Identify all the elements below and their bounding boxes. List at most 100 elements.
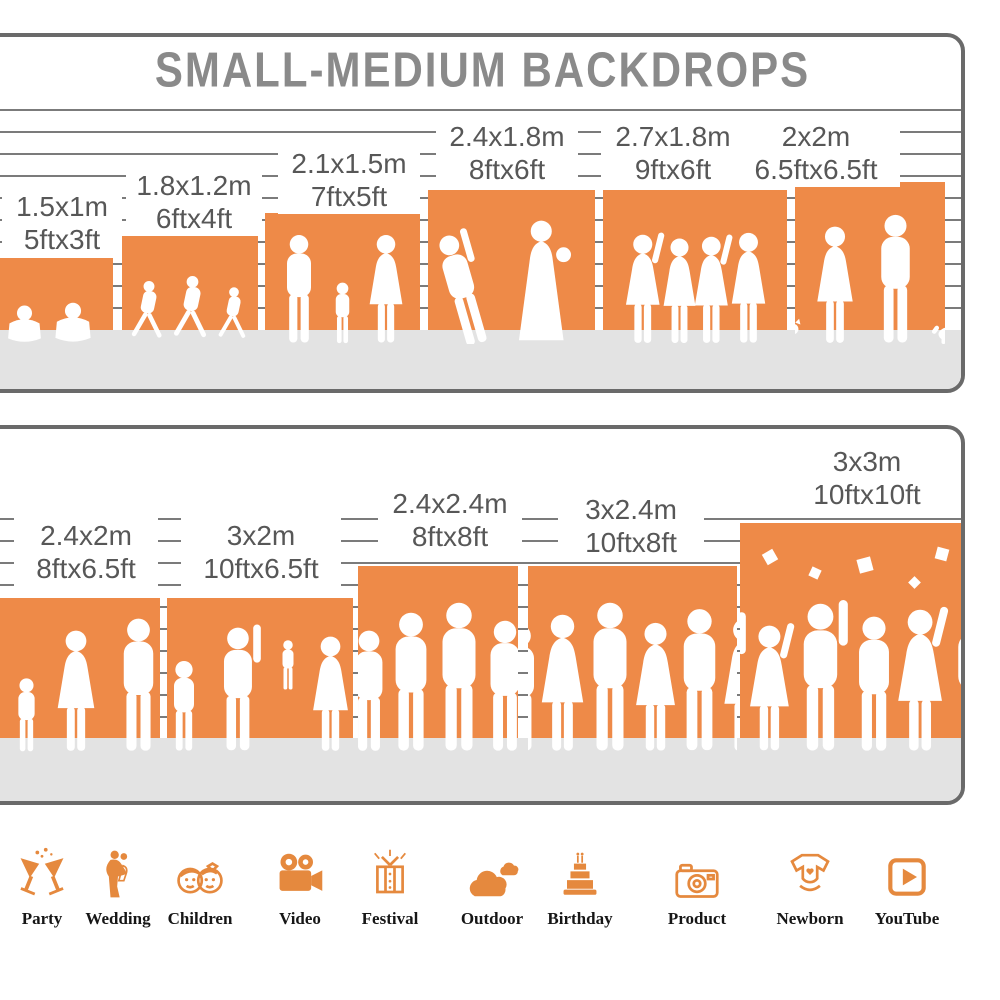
category-label: Video [279, 909, 321, 928]
size-imperial: 6ftx4ft [155, 203, 233, 234]
person-silhouette-dog [795, 318, 801, 334]
size-metric: 2.1x1.5m [291, 148, 407, 179]
video-icon [245, 842, 355, 902]
person-silhouette-woman-arm-up [625, 232, 664, 343]
person-silhouette-child [0, 692, 4, 752]
person-silhouette-woman [57, 630, 94, 751]
silhouette-group [0, 608, 160, 752]
category-label: Children [167, 909, 233, 928]
person-silhouette-child [17, 678, 35, 752]
person-silhouette-adult-arm-up [958, 638, 961, 685]
size-label: 2.1x1.5m 7ftx5ft [278, 146, 420, 214]
person-silhouette-dog [931, 325, 945, 344]
silhouette-group [795, 204, 945, 344]
category-item-children: Children [145, 842, 255, 929]
page-title: SMALL-MEDIUM BACKDROPS [154, 41, 811, 98]
size-imperial: 8ftx6.5ft [36, 553, 136, 584]
person-silhouette-adult [490, 620, 518, 751]
person-silhouette-adult [123, 618, 153, 751]
silhouette-group [428, 210, 595, 344]
size-metric: 1.5x1m [16, 191, 108, 222]
panel-medium-large-row: 2.4x2m 8ftx6.5ft 3x2m 10ftx6.5ft 2.4x2.4m 8ft… [0, 425, 965, 805]
category-label: Birthday [547, 909, 613, 928]
person-silhouette-woman-arm-up [750, 623, 795, 751]
size-imperial: 6.5ftx6.5ft [754, 154, 878, 185]
person-silhouette-sit-child [7, 305, 41, 342]
person-silhouette-adult [859, 616, 889, 751]
backdrop-block-couple-with-dogs [795, 182, 945, 330]
person-silhouette-adult [395, 612, 427, 751]
silhouette-group [122, 265, 258, 344]
size-metric: 3x2.4m [585, 494, 677, 525]
panel-small-medium-row: 1.5x1m 5ftx3ft 1.8x1.2m 6ftx4ft 2.1x1.5m 7ftx… [0, 33, 965, 393]
person-silhouette-woman [663, 238, 695, 343]
children-icon [145, 842, 255, 902]
category-item-festival: Festival [335, 842, 445, 929]
person-silhouette-adult [683, 609, 715, 751]
person-silhouette-woman [541, 614, 583, 751]
category-label: YouTube [874, 909, 940, 928]
outdoor-icon [437, 842, 547, 902]
silhouette-group [603, 222, 787, 344]
size-label: 2.4x1.8m 8ftx6ft [436, 119, 578, 187]
person-silhouette-adult-arm-up [439, 228, 487, 344]
person-silhouette-woman [817, 226, 853, 343]
category-label: Festival [361, 909, 419, 928]
size-imperial: 9ftx6ft [634, 154, 712, 185]
silhouette-group [0, 291, 113, 344]
person-silhouette-woman [313, 636, 348, 751]
person-silhouette-adult-arm-up [223, 624, 261, 751]
size-imperial: 5ftx3ft [23, 224, 101, 255]
ruled-line [0, 109, 961, 111]
size-label: 3x3m 10ftx10ft [788, 444, 946, 512]
person-silhouette-child [335, 282, 350, 344]
person-silhouette-child-run [173, 276, 206, 338]
category-item-party: Party [0, 842, 97, 929]
category-item-youtube: YouTube [852, 842, 962, 929]
person-silhouette-adult-arm-up [803, 600, 848, 751]
category-row: Party Wedding Children Video Festival Outdoor… [0, 842, 1000, 962]
person-silhouette-woman [635, 622, 675, 751]
category-item-video: Video [245, 842, 355, 929]
size-metric: 3x3m [832, 446, 902, 477]
size-imperial: 7ftx5ft [310, 181, 388, 212]
person-silhouette-adult [358, 630, 383, 751]
person-silhouette-sit-child [54, 302, 91, 342]
size-metric: 2.4x1.8m [449, 121, 565, 152]
category-item-product: Product [642, 842, 752, 929]
size-imperial: 8ftx6ft [468, 154, 546, 185]
product-icon [642, 842, 752, 902]
newborn-icon [755, 842, 865, 902]
person-silhouette-child [174, 661, 194, 751]
category-label: Newborn [776, 909, 844, 928]
person-silhouette-child-run [131, 280, 162, 338]
person-silhouette-adult-arm-up [740, 612, 746, 655]
size-metric: 2x2m [781, 121, 851, 152]
floor-strip [0, 738, 961, 801]
person-silhouette-bride [518, 220, 571, 341]
size-imperial: 10ftx10ft [813, 479, 921, 510]
person-silhouette-child [282, 640, 294, 690]
size-metric: 3x2m [226, 520, 296, 551]
festival-icon [335, 842, 445, 902]
size-label: 3x2m 10ftx6.5ft [181, 518, 341, 586]
silhouette-group [740, 590, 961, 752]
person-silhouette-adult [881, 214, 910, 343]
size-metric: 1.8x1.2m [136, 170, 252, 201]
size-label: 2.4x2m 8ftx6.5ft [14, 518, 158, 586]
category-label: Outdoor [460, 909, 524, 928]
size-label: 1.8x1.2m 6ftx4ft [126, 168, 262, 236]
person-silhouette-woman [723, 621, 737, 751]
category-item-newborn: Newborn [755, 842, 865, 929]
size-metric: 2.4x2m [40, 520, 132, 551]
person-silhouette-child-run [218, 287, 245, 338]
size-label: 2.4x2.4m 8ftx8ft [378, 486, 522, 554]
size-metric: 2.7x1.8m [615, 121, 731, 152]
person-silhouette-adult [528, 629, 534, 751]
category-item-outdoor: Outdoor [437, 842, 547, 929]
size-label: 1.5x1m 5ftx3ft [2, 189, 122, 257]
person-silhouette-adult [593, 602, 626, 751]
person-silhouette-adult [442, 602, 476, 751]
silhouette-group [167, 614, 353, 752]
